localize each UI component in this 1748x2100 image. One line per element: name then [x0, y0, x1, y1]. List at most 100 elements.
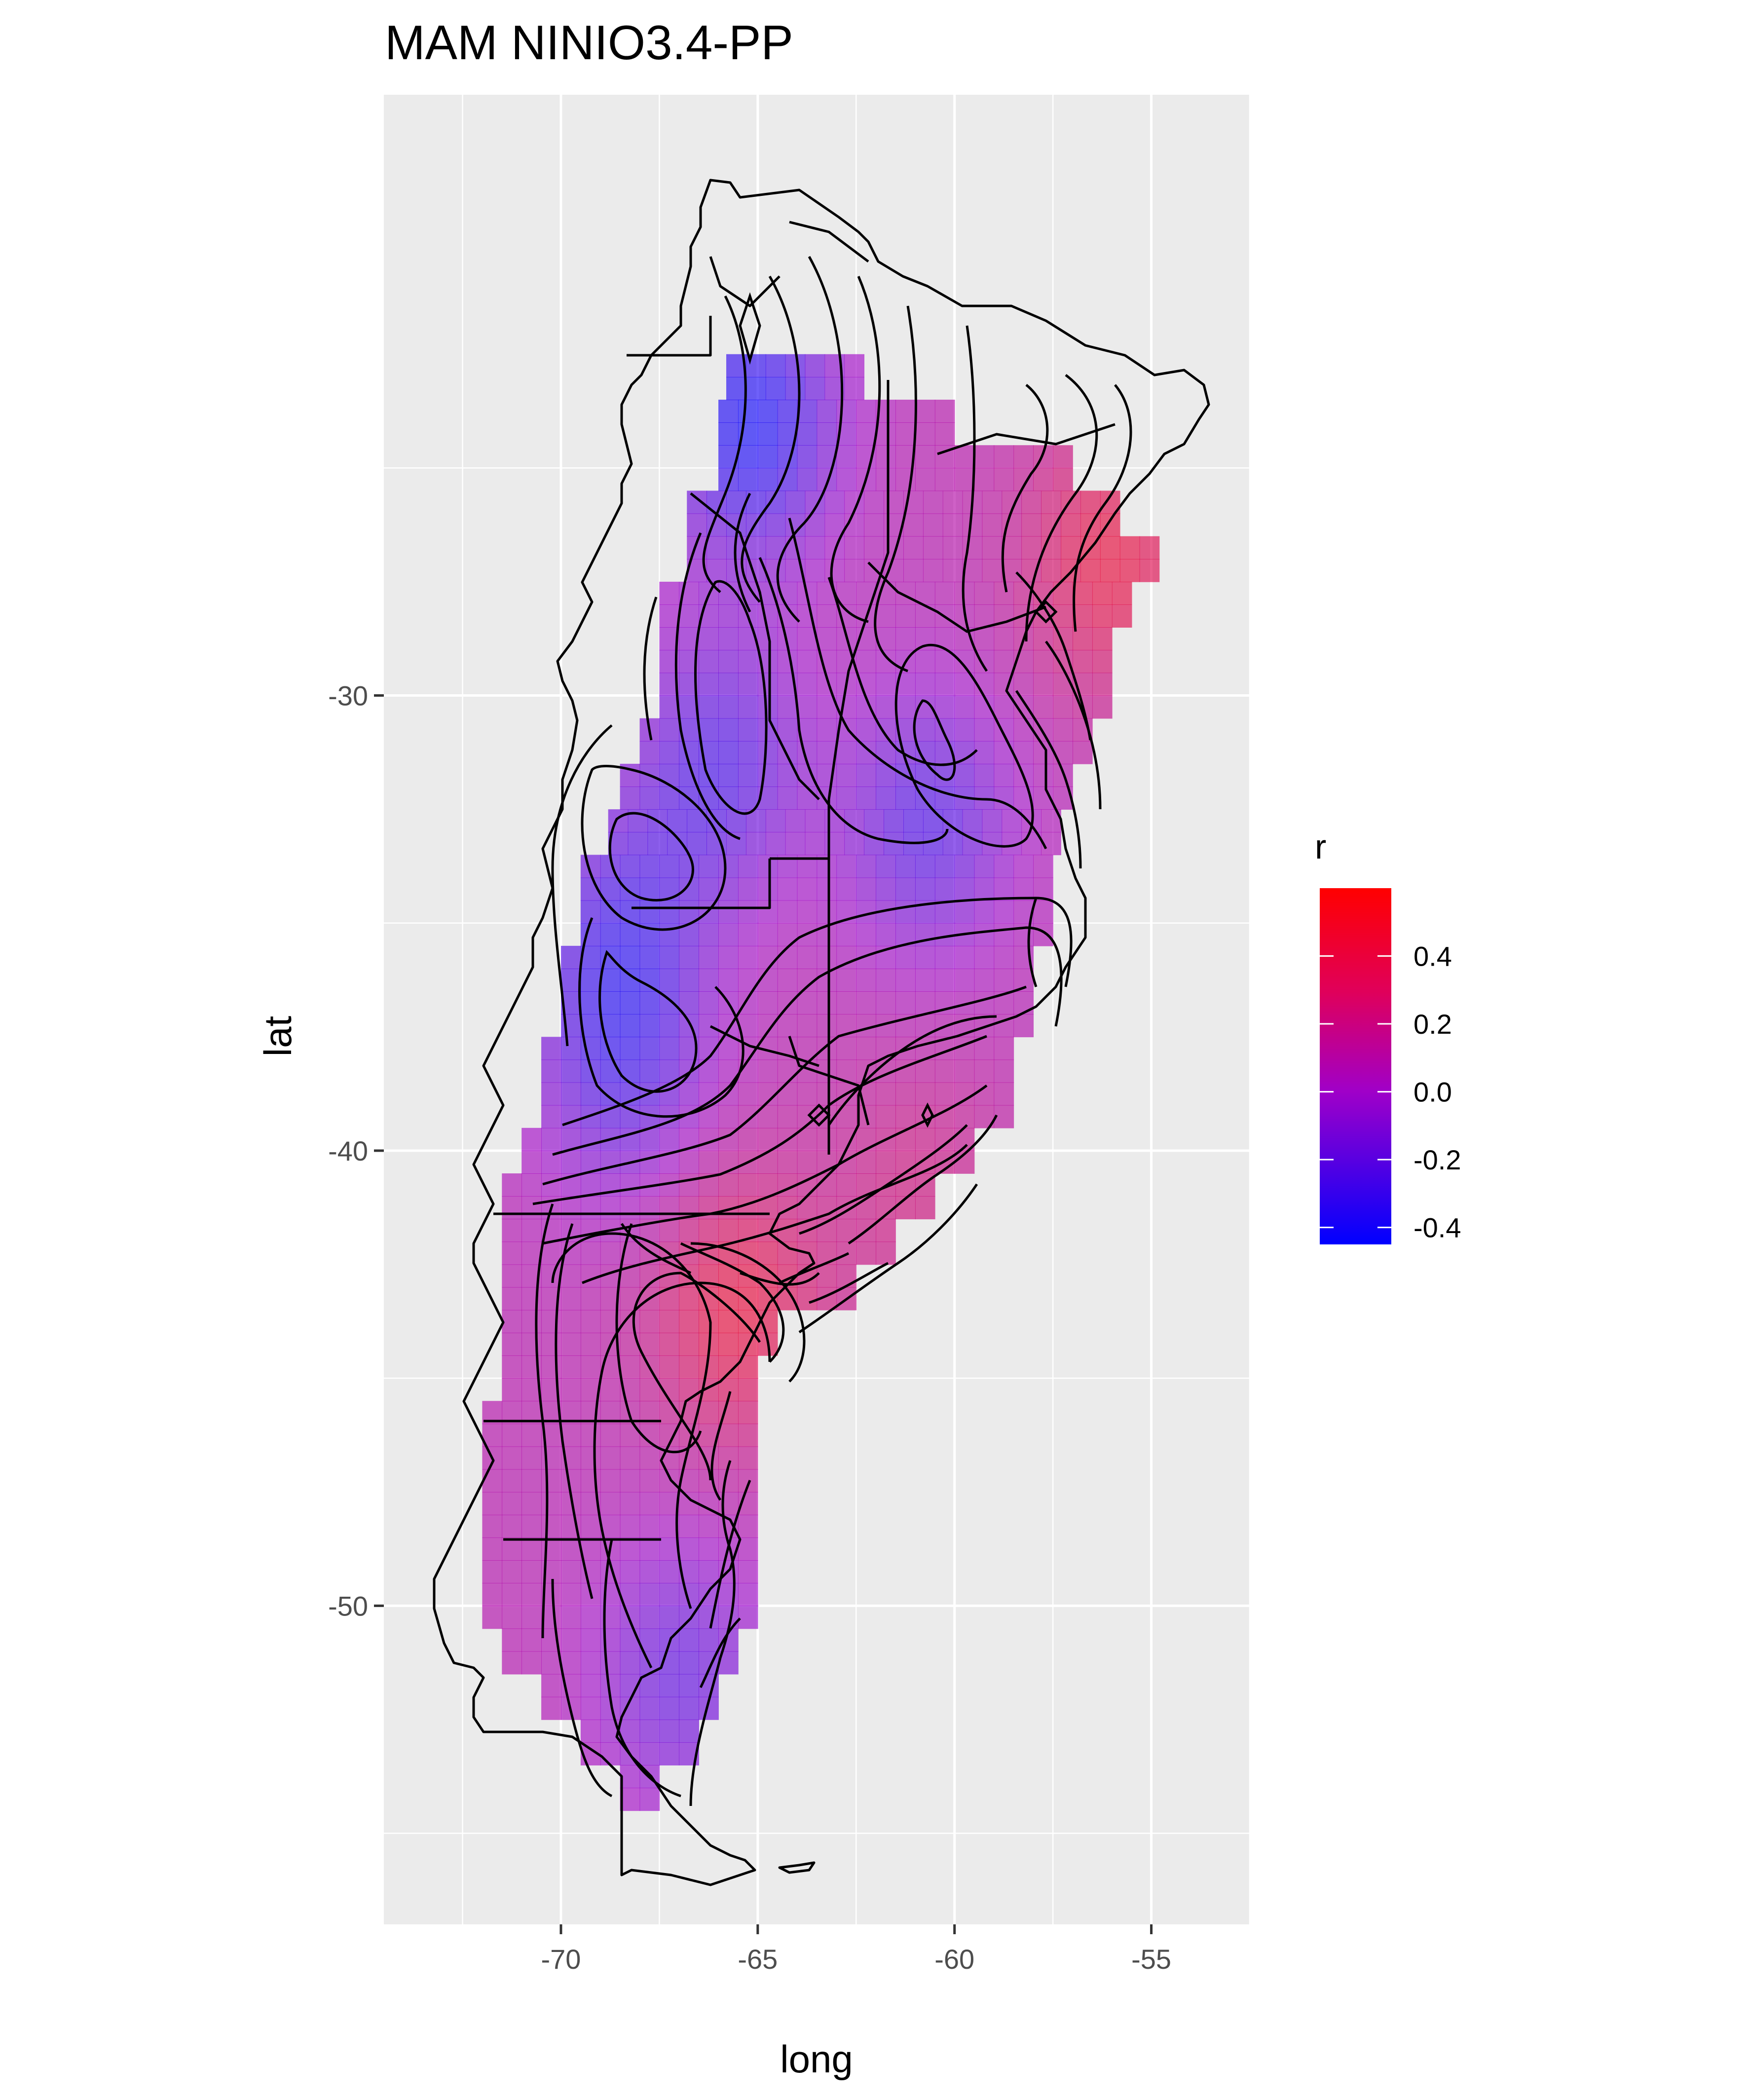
- field-cell: [687, 490, 707, 514]
- field-cell: [923, 809, 943, 833]
- field-cell: [934, 1105, 955, 1128]
- field-cell: [639, 1037, 660, 1060]
- field-cell: [745, 376, 766, 400]
- x-axis: -70 -65 -60 -55: [541, 1924, 1171, 1975]
- contour-line: [542, 1084, 988, 1245]
- field-cell: [974, 627, 995, 651]
- field-cell: [777, 468, 798, 491]
- field-cell: [560, 1059, 581, 1083]
- field-cell: [620, 991, 640, 1015]
- field-cell: [620, 1469, 640, 1493]
- field-cell: [718, 1105, 739, 1128]
- field-cell: [699, 1401, 719, 1425]
- field-cell: [777, 877, 798, 901]
- field-cell: [521, 1150, 542, 1174]
- field-cell: [738, 945, 758, 969]
- field-cell: [620, 1560, 640, 1584]
- field-cell: [757, 900, 778, 924]
- field-cell: [1053, 445, 1073, 469]
- field-cell: [1139, 559, 1160, 582]
- field-cell: [659, 923, 680, 946]
- field-cell: [699, 627, 719, 651]
- x-axis-label: long: [780, 2037, 853, 2081]
- field-cell: [738, 1469, 758, 1493]
- contour-line: [827, 1015, 997, 1126]
- field-cell: [738, 468, 758, 491]
- field-cell: [541, 1492, 561, 1515]
- field-cell: [805, 376, 825, 400]
- chart-title: MAM NINIO3.4-PP: [385, 15, 793, 70]
- field-cell: [620, 1765, 640, 1789]
- field-cell: [687, 832, 707, 856]
- field-cell: [797, 1150, 818, 1174]
- field-cell: [521, 1127, 542, 1151]
- field-cell: [502, 1469, 522, 1493]
- legend: r 0.4 0.2 0.0 -0.2 -0.4: [1315, 827, 1461, 1244]
- field-cell: [757, 763, 778, 787]
- field-cell: [738, 1583, 758, 1607]
- field-cell: [876, 855, 896, 878]
- field-cell: [895, 627, 916, 651]
- field-cell: [844, 354, 865, 377]
- field-cell: [659, 1310, 680, 1333]
- field-cell: [738, 1514, 758, 1538]
- field-cell: [718, 1424, 739, 1447]
- field-cell: [679, 1628, 699, 1652]
- field-cell: [797, 1196, 818, 1220]
- contour-line: [643, 597, 658, 741]
- field-cell: [915, 468, 935, 491]
- field-cell: [1021, 490, 1042, 514]
- field-cell: [974, 445, 995, 469]
- field-cell: [600, 1150, 621, 1174]
- field-cell: [679, 991, 699, 1015]
- field-cell: [994, 1082, 1014, 1106]
- field-cell: [797, 695, 818, 719]
- field-cell: [620, 1173, 640, 1197]
- field-cell: [659, 1719, 680, 1743]
- field-cell: [797, 400, 818, 423]
- province-line: [632, 859, 771, 909]
- contour-line: [608, 812, 694, 901]
- field-cell: [502, 1606, 522, 1629]
- field-cell: [600, 1059, 621, 1083]
- field-cell: [817, 1264, 837, 1288]
- field-cell: [502, 1355, 522, 1379]
- field-cell: [738, 1287, 758, 1311]
- field-cell: [659, 968, 680, 992]
- field-cell: [679, 1674, 699, 1697]
- field-cell: [718, 1469, 739, 1493]
- field-cell: [1053, 581, 1073, 605]
- field-cell: [974, 968, 995, 992]
- field-cell: [608, 809, 629, 833]
- field-cell: [1053, 604, 1073, 628]
- field-cell: [876, 468, 896, 491]
- field-cell: [639, 1332, 660, 1356]
- field-cell: [934, 422, 955, 446]
- field-cell: [639, 1492, 660, 1515]
- field-cell: [954, 1059, 975, 1083]
- field-cell: [982, 559, 1003, 582]
- field-cell: [659, 1355, 680, 1379]
- field-cell: [777, 968, 798, 992]
- field-cell: [1092, 695, 1113, 719]
- contour-line: [710, 1391, 732, 1501]
- field-cell: [954, 650, 975, 674]
- field-cell: [974, 718, 995, 742]
- field-cell: [659, 1696, 680, 1720]
- field-cell: [580, 1719, 601, 1743]
- field-cell: [797, 445, 818, 469]
- field-cell: [876, 445, 896, 469]
- field-cell: [895, 604, 916, 628]
- field-cell: [994, 468, 1014, 491]
- field-cell: [560, 945, 581, 969]
- field-cell: [836, 445, 857, 469]
- field-cell: [954, 695, 975, 719]
- field-cell: [797, 787, 818, 810]
- field-cell: [876, 877, 896, 901]
- field-cell: [903, 559, 924, 582]
- contour-line: [776, 256, 844, 623]
- field-cell: [521, 1173, 542, 1197]
- field-cell: [502, 1264, 522, 1288]
- map-outline: [433, 179, 1210, 1886]
- field-cell: [541, 1127, 561, 1151]
